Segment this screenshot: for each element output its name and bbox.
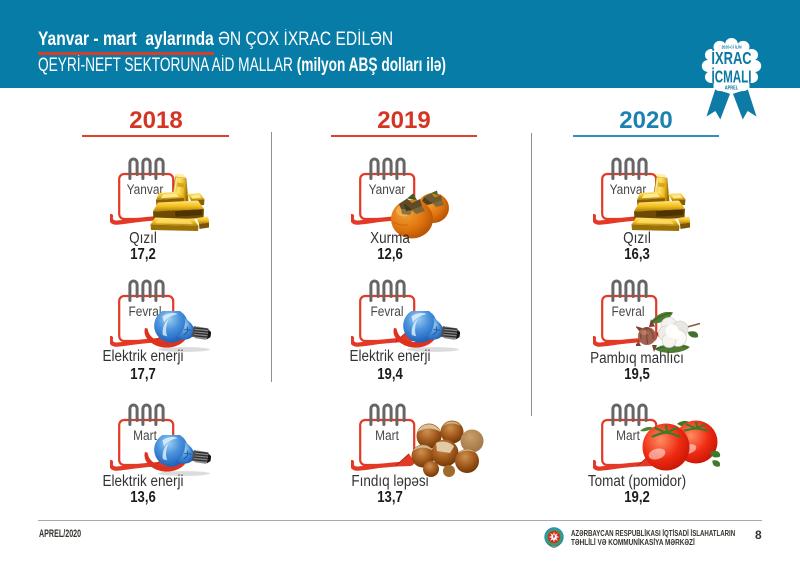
svg-text:İCMALI: İCMALI [712,67,752,87]
svg-text:APREL: APREL [725,85,739,91]
svg-text:2020-Cİ İLİN: 2020-Cİ İLİN [721,44,741,50]
svg-text:İXRAC: İXRAC [711,48,751,69]
